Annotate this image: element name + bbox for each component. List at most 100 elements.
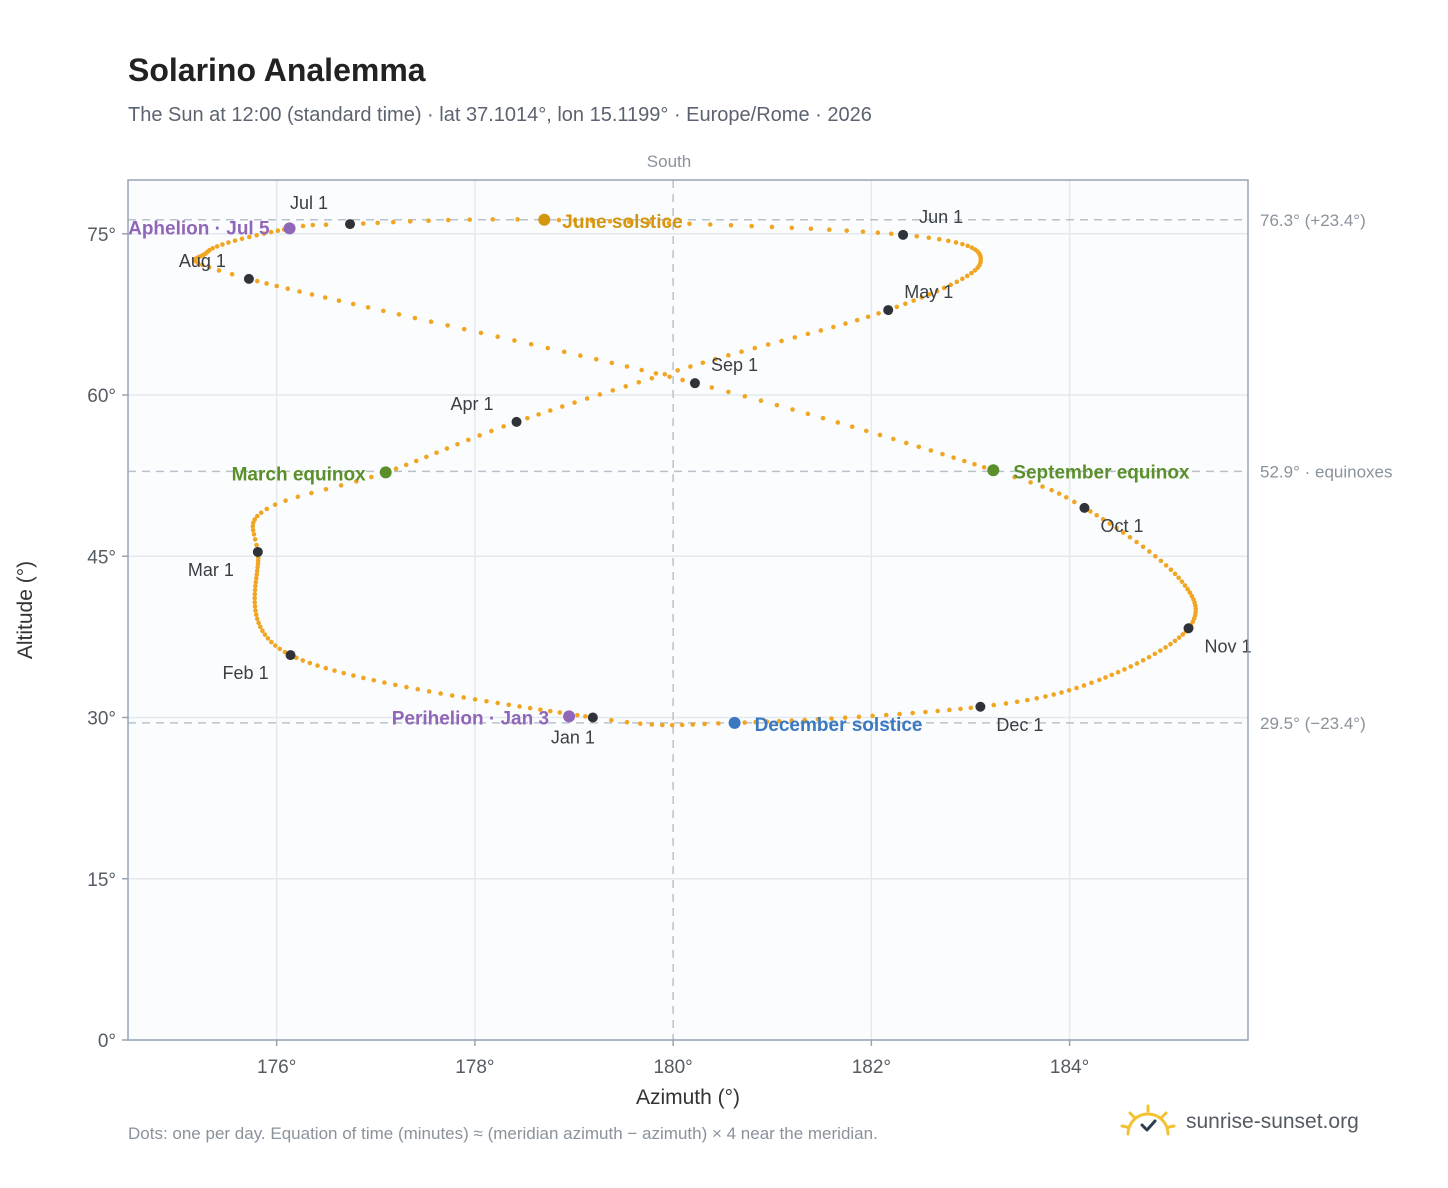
event-marker-dot <box>563 710 576 723</box>
day-dot <box>438 691 443 696</box>
day-dot <box>894 304 900 310</box>
day-dot <box>307 660 313 666</box>
day-dot <box>253 612 259 618</box>
day-dot <box>268 229 274 235</box>
day-dot <box>914 233 920 239</box>
day-dot <box>1127 534 1133 540</box>
day-dot <box>264 506 270 512</box>
day-dot <box>382 680 387 685</box>
day-dot <box>1187 590 1193 595</box>
day-dot <box>1180 632 1186 637</box>
day-dot <box>1185 586 1190 592</box>
footnote: Dots: one per day. Equation of time (min… <box>128 1124 878 1143</box>
day-dot <box>495 700 501 706</box>
day-dot <box>776 718 782 724</box>
day-dot <box>407 219 413 224</box>
day-dot <box>512 338 517 343</box>
day-dot <box>254 513 260 519</box>
day-dot <box>981 465 987 470</box>
day-dot <box>495 334 500 340</box>
day-dot <box>1081 683 1087 688</box>
day-dot <box>351 673 356 678</box>
day-dot <box>396 312 402 317</box>
day-dot <box>636 379 642 385</box>
reference-line-label: 52.9° · equinoxes <box>1260 462 1393 481</box>
x-tick-label: 176° <box>257 1057 296 1078</box>
day-dot <box>863 428 869 434</box>
day-dot <box>700 360 706 366</box>
day-dot <box>702 721 707 727</box>
day-dot <box>214 244 220 249</box>
month-marker-dot <box>1183 623 1194 634</box>
day-dot <box>444 446 450 451</box>
day-dot <box>1040 484 1045 489</box>
day-dot <box>295 494 301 500</box>
day-dot <box>935 708 940 714</box>
day-dot <box>277 646 283 652</box>
month-marker-label: Jul 1 <box>290 193 328 213</box>
axis-ticks: 176° 178° 180° 182° 184° 0° 15° 30° 45° 60° 75° <box>87 225 1089 1078</box>
event-marker-label: March equinox <box>232 464 367 485</box>
day-dot <box>415 686 421 692</box>
day-dot <box>688 364 693 369</box>
day-dot <box>687 221 692 227</box>
month-marker-label: May 1 <box>904 282 953 302</box>
day-dot <box>610 388 616 393</box>
day-dot <box>639 367 644 373</box>
day-dot <box>527 705 533 711</box>
day-dot <box>637 721 643 726</box>
day-dot <box>300 658 306 663</box>
chart-subtitle: The Sun at 12:00 (standard time) · lat 3… <box>128 104 872 126</box>
day-dot <box>844 228 850 233</box>
day-dot <box>965 243 970 249</box>
day-dot <box>254 232 260 238</box>
day-dot <box>254 278 260 284</box>
day-dot <box>360 221 366 226</box>
day-dot <box>609 717 614 723</box>
day-dot <box>322 295 328 300</box>
day-dot <box>1134 539 1139 545</box>
day-dot <box>675 368 680 373</box>
y-tick-label: 30° <box>87 709 116 730</box>
day-dot <box>254 616 260 622</box>
day-dot <box>960 276 965 282</box>
day-dot <box>953 240 959 245</box>
day-dot <box>1025 697 1030 703</box>
day-dot <box>338 483 344 488</box>
day-dot <box>426 689 432 694</box>
day-dot <box>597 392 603 397</box>
day-dot <box>607 219 613 224</box>
day-dot <box>350 301 356 307</box>
day-dot <box>666 220 672 226</box>
day-dot <box>253 575 259 581</box>
day-dot <box>1147 549 1152 554</box>
brand[interactable]: sunrise-sunset.org <box>1120 1104 1359 1140</box>
day-dot <box>255 564 260 570</box>
day-dot <box>765 342 771 347</box>
event-marker-dot <box>379 466 392 479</box>
day-dot <box>653 371 659 376</box>
day-dot <box>1066 688 1072 693</box>
day-dot <box>726 353 731 358</box>
day-dot <box>478 330 484 336</box>
day-dot <box>726 389 731 395</box>
month-marker-label: Nov 1 <box>1205 636 1252 656</box>
day-dot <box>455 441 460 447</box>
day-dot <box>445 323 450 328</box>
day-dot <box>274 283 280 289</box>
day-dot <box>578 353 583 358</box>
day-dot <box>1100 516 1106 522</box>
day-dot <box>820 415 826 421</box>
day-dot <box>403 462 409 468</box>
day-dot <box>926 235 932 241</box>
day-dot <box>575 712 580 718</box>
day-dot <box>752 345 758 351</box>
day-dot <box>297 289 302 294</box>
day-dot <box>947 707 952 713</box>
day-dot <box>477 433 482 438</box>
day-dot <box>557 710 563 715</box>
day-dot <box>315 663 320 668</box>
month-marker-dot <box>285 650 296 661</box>
month-marker-dot <box>689 378 700 389</box>
day-dot <box>827 227 832 233</box>
